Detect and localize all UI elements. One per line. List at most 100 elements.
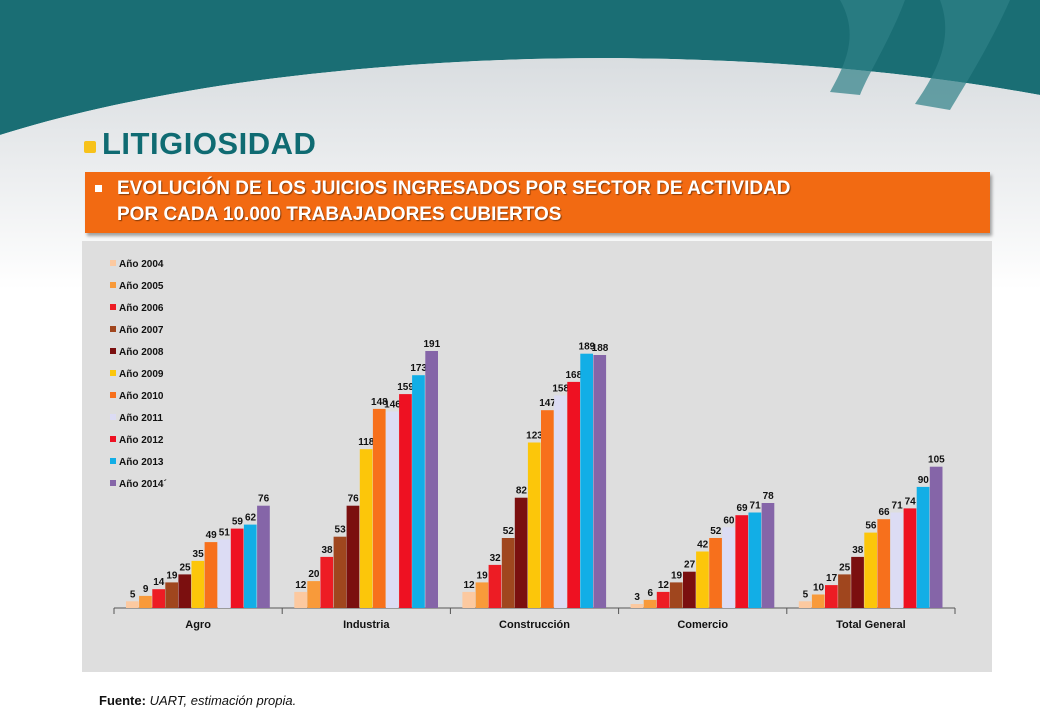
data-label: 5 — [803, 589, 809, 600]
data-label: 12 — [658, 580, 670, 591]
bar — [643, 599, 657, 608]
data-label: 25 — [179, 562, 191, 573]
bar — [541, 410, 554, 608]
data-label: 148 — [371, 397, 388, 408]
legend-swatch — [110, 436, 116, 442]
legend-label: Año 2011 — [119, 413, 163, 424]
legend-swatch — [110, 348, 116, 354]
legend-swatch — [110, 458, 116, 464]
bar — [217, 539, 231, 608]
data-label: 3 — [634, 592, 640, 603]
bar — [630, 604, 644, 608]
bar — [877, 519, 891, 608]
data-label: 32 — [490, 553, 502, 564]
data-label: 6 — [648, 588, 654, 599]
bar — [825, 585, 838, 608]
data-label: 66 — [878, 507, 890, 518]
source-note: Fuente: UART, estimación propia. — [99, 693, 296, 708]
bar — [735, 515, 749, 608]
bar — [475, 582, 489, 608]
data-label: 168 — [565, 370, 582, 381]
header-band — [0, 0, 1040, 135]
bar — [527, 442, 541, 608]
bar — [696, 551, 709, 608]
data-label: 71 — [750, 501, 762, 512]
bar — [593, 355, 607, 608]
data-label: 38 — [852, 545, 864, 556]
data-label: 118 — [358, 437, 375, 448]
legend-label: Año 2012 — [119, 435, 164, 446]
bar — [462, 591, 476, 608]
legend-label: Año 2010 — [119, 391, 164, 402]
legend-swatch — [110, 282, 116, 288]
bar — [204, 542, 218, 608]
bar — [294, 591, 307, 608]
bar — [139, 595, 152, 608]
bar — [372, 408, 386, 608]
legend-label: Año 2009 — [119, 369, 164, 380]
data-label: 146 — [384, 400, 401, 411]
category-label: Comercio — [677, 619, 728, 631]
data-label: 159 — [397, 382, 414, 393]
data-label: 12 — [295, 580, 307, 591]
bar — [580, 353, 593, 608]
legend-label: Año 2014´ — [119, 479, 167, 490]
legend-swatch — [110, 304, 116, 310]
bar — [903, 508, 917, 608]
chart-panel: 5 9 14 19 25 35 49 51 59 62 76 Agro 12 20 38 53 76 118 148… — [82, 241, 992, 672]
data-label: 25 — [839, 562, 851, 573]
bar — [178, 574, 192, 608]
legend-label: Año 2007 — [119, 325, 164, 336]
bar — [399, 394, 412, 608]
legend-swatch — [110, 414, 116, 420]
data-label: 51 — [219, 527, 231, 538]
category-label: Industria — [343, 619, 390, 631]
data-label: 20 — [308, 569, 320, 580]
data-label: 27 — [684, 560, 696, 571]
data-label: 10 — [813, 583, 825, 594]
bar — [916, 486, 930, 608]
bar — [333, 536, 347, 608]
data-label: 147 — [539, 398, 556, 409]
bar — [385, 411, 399, 608]
bar — [864, 532, 877, 608]
bar — [683, 571, 696, 608]
bar — [567, 381, 580, 608]
data-label: 76 — [258, 494, 270, 505]
subtitle-line-2: POR CADA 10.000 TRABAJADORES CUBIERTOS — [117, 204, 562, 225]
legend-label: Año 2006 — [119, 303, 164, 314]
bar — [243, 524, 257, 608]
data-label: 71 — [892, 501, 904, 512]
square-bullet-icon — [95, 185, 102, 192]
data-label: 38 — [321, 545, 333, 556]
data-label: 191 — [423, 339, 440, 350]
data-label: 19 — [671, 570, 683, 581]
bar — [165, 582, 178, 608]
bar — [890, 512, 904, 608]
data-label: 78 — [763, 491, 775, 502]
data-label: 14 — [153, 577, 165, 588]
header-swoosh-2 — [915, 0, 1010, 110]
bar — [320, 556, 334, 608]
category-label: Total General — [836, 619, 905, 631]
bar — [346, 505, 360, 608]
bar — [425, 351, 438, 608]
title-bullet-icon — [84, 141, 96, 153]
source-label: Fuente: — [99, 693, 146, 708]
bar — [748, 512, 762, 608]
data-label: 19 — [166, 570, 178, 581]
bar — [709, 538, 722, 608]
bar — [191, 560, 205, 608]
bar — [488, 564, 502, 608]
data-label: 35 — [193, 549, 205, 560]
bar — [722, 527, 735, 608]
data-label: 82 — [516, 486, 528, 497]
legend-label: Año 2004 — [119, 259, 164, 270]
source-text: UART, estimación propia. — [145, 693, 297, 708]
data-label: 123 — [526, 431, 543, 442]
data-label: 9 — [143, 584, 149, 595]
data-label: 105 — [928, 455, 945, 466]
data-label: 59 — [232, 517, 244, 528]
legend-swatch — [110, 326, 116, 332]
